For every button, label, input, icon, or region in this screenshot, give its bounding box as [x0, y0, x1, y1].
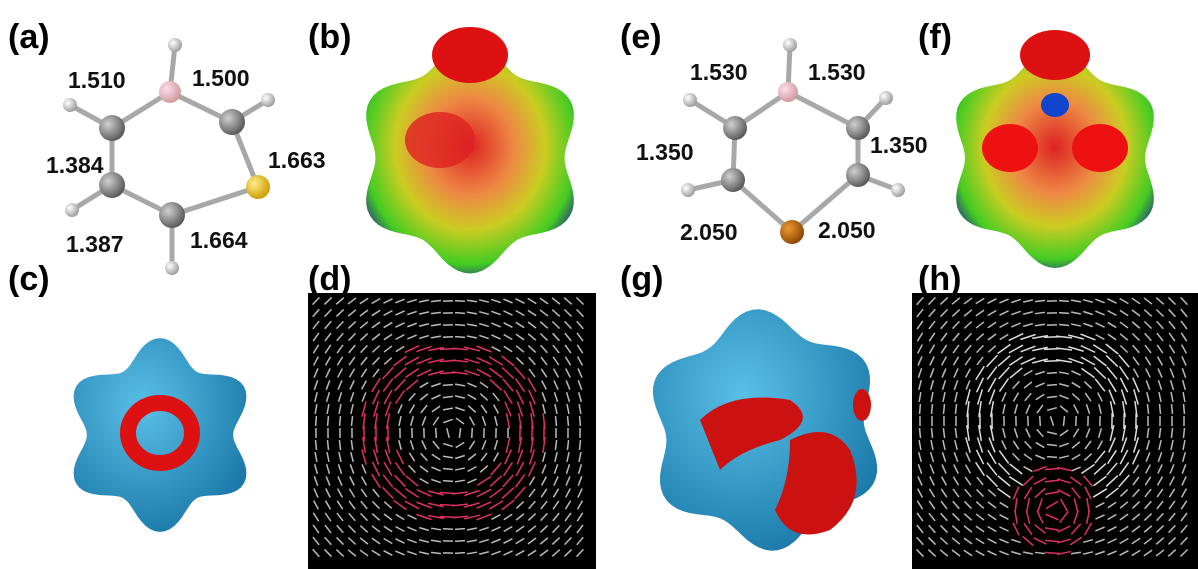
- bond-length: 1.510: [68, 67, 126, 93]
- field-arrow: [931, 428, 932, 438]
- panel-label: (c): [8, 260, 50, 298]
- isosurface: [74, 338, 247, 532]
- panel-label: (d): [308, 260, 351, 298]
- field-arrow: [1059, 325, 1069, 326]
- field-arrow: [316, 416, 317, 426]
- field-arrow: [443, 481, 453, 482]
- field-arrow: [340, 416, 341, 426]
- field-arrow: [920, 404, 921, 414]
- panel-label: (e): [620, 18, 662, 56]
- field-arrow: [1172, 404, 1173, 414]
- bond-length: 1.663: [268, 147, 326, 173]
- figure: (a) (b) (c) (d) (e) (f) (g) (h) 1.510 1.…: [0, 0, 1198, 569]
- esp-spot: [1020, 30, 1090, 80]
- panel-label: (a): [8, 18, 50, 56]
- bond-length: 1.530: [690, 59, 748, 85]
- esp-spot: [1041, 93, 1069, 117]
- bond-length: 1.530: [808, 59, 866, 85]
- field-arrow: [1184, 404, 1185, 414]
- field-arrow: [1047, 385, 1057, 386]
- field-arrow: [316, 440, 317, 450]
- field-arrow: [455, 553, 465, 554]
- field-arrow: [1045, 553, 1059, 554]
- field-arrow: [1047, 373, 1057, 374]
- bond-length: 1.500: [192, 65, 250, 91]
- esp-spot: [432, 27, 508, 83]
- field-arrow: [327, 440, 328, 450]
- field-arrow: [1059, 313, 1069, 314]
- field-arrow: [455, 337, 465, 338]
- panel-label: (b): [308, 18, 351, 56]
- bond-length: 1.384: [46, 152, 104, 178]
- field-arrow: [568, 416, 569, 426]
- field-arrow: [944, 404, 945, 414]
- field-arrow: [1047, 457, 1057, 458]
- panel-label: (f): [918, 18, 952, 56]
- panel-label: (h): [918, 260, 961, 298]
- field-arrow: [455, 529, 465, 530]
- field-arrow: [443, 468, 453, 469]
- esp-spot: [982, 124, 1038, 172]
- field-arrow: [579, 440, 580, 450]
- field-arrow: [932, 404, 933, 414]
- field-arrow: [1045, 468, 1059, 469]
- bond-length: 1.350: [636, 139, 694, 165]
- field-arrow: [1183, 428, 1184, 438]
- field-arrow: [455, 541, 465, 542]
- field-arrow: [580, 416, 581, 426]
- field-arrow: [1059, 301, 1069, 302]
- field-arrow: [1040, 416, 1041, 426]
- esp-spot: [405, 112, 475, 168]
- bond-length: 1.664: [190, 227, 248, 253]
- field-arrow: [455, 325, 465, 326]
- bond-length: 2.050: [818, 217, 876, 243]
- bond-length: 1.350: [870, 132, 928, 158]
- field-arrow: [1159, 404, 1160, 414]
- esp-spot: [1072, 124, 1128, 172]
- field-arrow: [920, 428, 921, 438]
- isosurface-red: [853, 389, 871, 421]
- panel-label: (g): [620, 260, 663, 298]
- field-arrow: [455, 313, 465, 314]
- bond-length: 1.387: [66, 231, 124, 257]
- field-arrow: [555, 416, 556, 426]
- field-arrow: [436, 428, 437, 438]
- field-arrow: [443, 385, 453, 386]
- bond-length: 2.050: [680, 219, 738, 245]
- field-arrow: [455, 301, 465, 302]
- field-arrow: [328, 416, 329, 426]
